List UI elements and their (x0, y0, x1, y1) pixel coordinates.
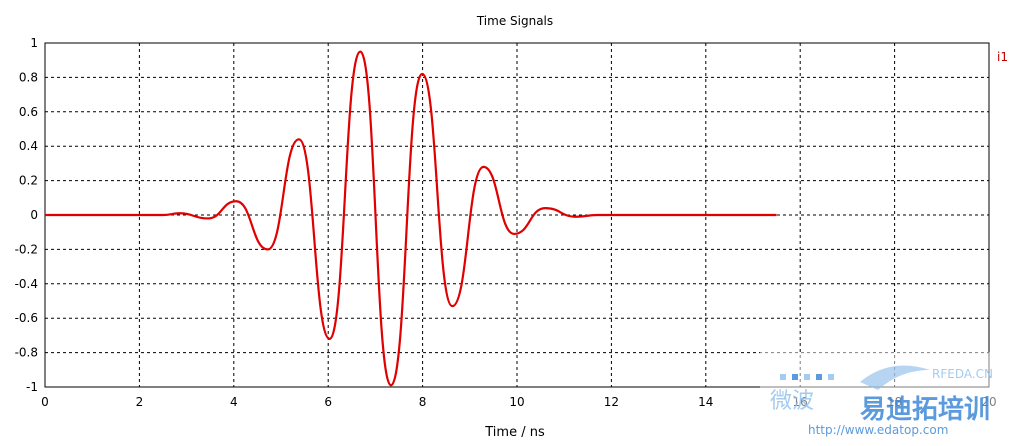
series-layer (44, 50, 778, 387)
series-point (235, 200, 237, 202)
watermark-text-yidituo: 易迪拓培训 (860, 395, 990, 425)
y-tick-label: 0.2 (19, 174, 38, 188)
x-tick-label: 10 (509, 395, 524, 409)
series-point (390, 384, 392, 386)
series-point (452, 305, 454, 307)
series-point (207, 218, 209, 220)
y-tick-label: -0.2 (15, 242, 38, 256)
series-point (329, 338, 331, 340)
y-tick-labels: -1 -0.8 -0.6 -0.4 -0.2 0 0.2 0.4 0.6 0.8 1 (15, 36, 38, 394)
series-point (421, 73, 423, 75)
x-tick-label: 6 (324, 395, 332, 409)
series-point (776, 214, 778, 216)
x-tick-label: 12 (604, 395, 619, 409)
x-tick-label: 18 (887, 395, 902, 409)
x-tick-label: 20 (981, 395, 996, 409)
series-point (513, 233, 515, 235)
x-tick-label: 0 (41, 395, 49, 409)
legend-entry-i1: i1 (997, 50, 1008, 64)
x-tick-label: 2 (136, 395, 144, 409)
y-tick-label: -0.6 (15, 311, 38, 325)
y-tick-label: 0.8 (19, 70, 38, 84)
x-axis-label: Time / ns (484, 425, 545, 440)
x-tick-label: 14 (698, 395, 713, 409)
series-point (596, 214, 598, 216)
x-tick-labels: 0 2 4 6 8 10 12 14 16 18 20 (41, 395, 996, 409)
y-tick-label: 0 (30, 208, 38, 222)
y-tick-label: 0.4 (19, 139, 38, 153)
x-tick-label: 4 (230, 395, 238, 409)
series-point (44, 214, 46, 216)
series-point (267, 249, 269, 251)
series-point (298, 139, 300, 141)
series-point (575, 216, 577, 218)
watermark-swoosh (860, 365, 930, 390)
watermark-text-rfeda: RFEDA.CN (932, 367, 993, 381)
series-line-i1 (45, 50, 777, 387)
watermark-text-weibo: 微波 (770, 389, 814, 414)
series-point (545, 207, 547, 209)
y-tick-label: -1 (26, 380, 38, 394)
x-tick-label: 8 (419, 395, 427, 409)
series-point (359, 51, 361, 53)
series-point (162, 214, 164, 216)
watermark-text-url: http://www.edatop.com (808, 423, 948, 437)
y-tick-label: -0.8 (15, 346, 38, 360)
watermark-logo: RFEDA.CN 微波 易迪拓培训 http://www.edatop.com (760, 352, 1010, 440)
x-tick-label: 16 (793, 395, 808, 409)
y-tick-label: 0.6 (19, 105, 38, 119)
chart-title: Time Signals (476, 14, 553, 28)
y-tick-label: 1 (30, 36, 38, 50)
grid-lines (45, 43, 989, 387)
watermark-dots (780, 374, 834, 380)
series-point (179, 212, 181, 214)
series-point (483, 166, 485, 168)
y-tick-label: -0.4 (15, 277, 38, 291)
